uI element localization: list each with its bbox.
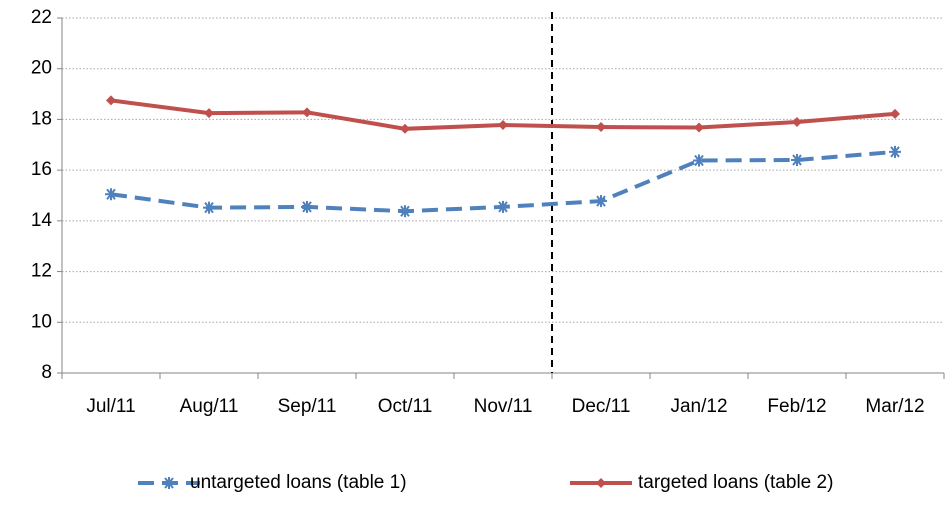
marker bbox=[203, 201, 215, 214]
x-tick-label: Feb/12 bbox=[767, 396, 826, 417]
x-tick-label: Jan/12 bbox=[670, 396, 727, 417]
marker bbox=[399, 205, 411, 218]
legend-marker bbox=[596, 478, 606, 488]
legend-label: untargeted loans (table 1) bbox=[190, 472, 407, 493]
x-tick-label: Dec/11 bbox=[572, 396, 631, 417]
marker bbox=[595, 195, 607, 208]
marker bbox=[792, 116, 802, 127]
legend-marker bbox=[163, 477, 175, 489]
marker bbox=[889, 145, 901, 158]
x-tick-label: Sep/11 bbox=[278, 396, 337, 417]
x-tick-label: Mar/12 bbox=[865, 396, 924, 417]
y-tick-label: 12 bbox=[31, 261, 52, 282]
y-tick-label: 16 bbox=[31, 159, 52, 180]
x-tick-label: Aug/11 bbox=[180, 396, 239, 417]
marker bbox=[497, 200, 509, 213]
y-tick-label: 20 bbox=[31, 58, 52, 79]
y-tick-label: 18 bbox=[31, 108, 52, 129]
marker bbox=[301, 200, 313, 213]
marker bbox=[890, 108, 900, 119]
marker bbox=[106, 95, 116, 106]
marker bbox=[791, 154, 803, 166]
y-tick-label: 8 bbox=[41, 362, 52, 383]
marker bbox=[400, 123, 410, 134]
marker bbox=[596, 122, 606, 133]
marker bbox=[694, 122, 704, 133]
marker bbox=[498, 120, 508, 131]
x-tick-label: Jul/11 bbox=[86, 396, 135, 417]
y-tick-label: 22 bbox=[31, 7, 52, 28]
marker bbox=[105, 188, 117, 201]
x-tick-label: Oct/11 bbox=[378, 396, 433, 417]
x-tick-label: Nov/11 bbox=[474, 396, 533, 417]
y-tick-label: 14 bbox=[31, 210, 53, 231]
marker bbox=[693, 154, 705, 167]
marker bbox=[204, 108, 214, 119]
y-tick-label: 10 bbox=[31, 311, 52, 332]
legend-label: targeted loans (table 2) bbox=[638, 472, 833, 493]
marker bbox=[302, 107, 312, 118]
